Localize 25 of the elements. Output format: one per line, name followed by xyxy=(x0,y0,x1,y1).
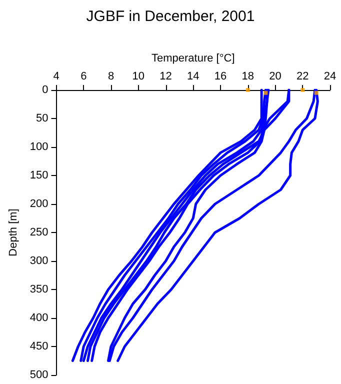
y-tick-label: 450 xyxy=(30,340,48,352)
y-tick-label: 150 xyxy=(30,170,48,182)
y-tick-label: 250 xyxy=(30,226,48,238)
x-tick-label: 8 xyxy=(108,70,114,82)
x-tick-label: 18 xyxy=(242,70,254,82)
y-tick-label: 400 xyxy=(30,312,48,324)
y-axis-title: Depth [m] xyxy=(8,208,20,256)
y-tick-label: 0 xyxy=(42,84,48,96)
x-tick-label: 4 xyxy=(53,70,60,82)
x-tick-label: 22 xyxy=(296,70,309,82)
y-tick-label: 300 xyxy=(30,255,48,267)
x-tick-label: 10 xyxy=(132,70,144,82)
x-tick-label: 20 xyxy=(269,70,282,82)
y-tick-label: 350 xyxy=(30,284,48,296)
chart-title: JGBF in December, 2001 xyxy=(86,8,255,25)
x-tick-label: 6 xyxy=(80,70,87,82)
x-tick-label: 24 xyxy=(324,70,336,82)
x-tick-label: 16 xyxy=(214,70,227,82)
x-axis-title: Temperature [°C] xyxy=(151,52,235,64)
y-tick-label: 50 xyxy=(36,112,48,124)
x-tick-label: 14 xyxy=(187,70,200,82)
y-tick-label: 100 xyxy=(30,141,48,153)
y-tick-label: 200 xyxy=(30,198,48,210)
y-tick-label: 500 xyxy=(30,369,48,381)
x-tick-label: 12 xyxy=(160,70,172,82)
